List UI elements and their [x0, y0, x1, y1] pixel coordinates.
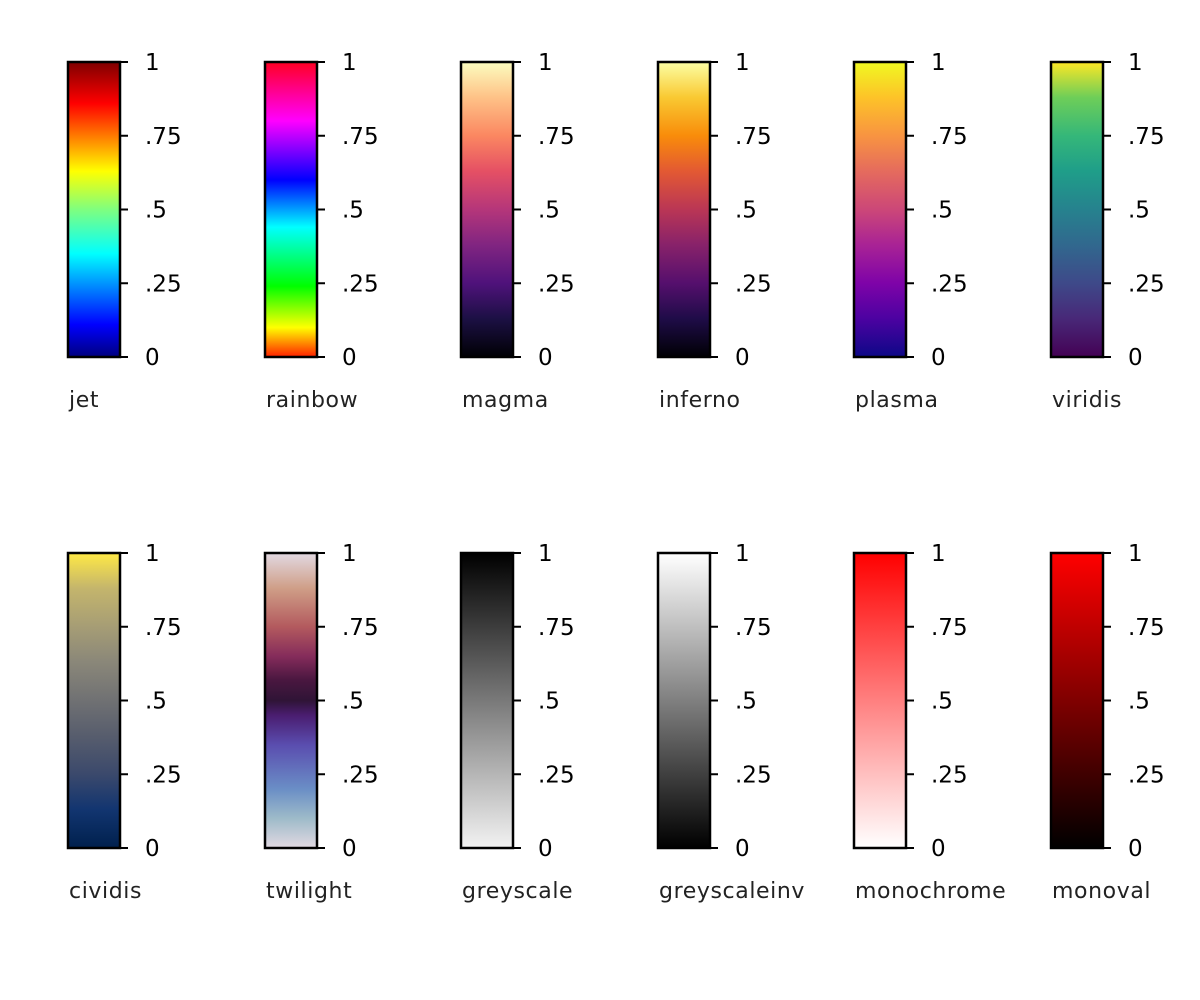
tick-label: .5 — [538, 198, 560, 224]
colormap-name: viridis — [1052, 388, 1122, 413]
tick-label: 0 — [931, 836, 946, 862]
tick-label: .25 — [342, 271, 379, 297]
colormap-name: greyscaleinv — [659, 879, 805, 904]
colorbar-gradient — [854, 553, 906, 848]
colorbar-gradient — [68, 62, 120, 357]
tick-label: .75 — [342, 124, 379, 150]
colormap-name: jet — [68, 388, 99, 413]
colormap-name: greyscale — [462, 879, 573, 904]
tick-label: .5 — [538, 689, 560, 715]
colormap-name: rainbow — [266, 388, 358, 413]
colorbar-monochrome: 0 .25 .5 .75 1 monochrome — [852, 541, 1006, 904]
tick-label: .5 — [342, 198, 364, 224]
colormap-name: twilight — [266, 879, 352, 904]
tick-label: .5 — [145, 689, 167, 715]
tick-label: 0 — [538, 345, 553, 371]
colorbar-gradient — [658, 553, 710, 848]
tick-label: .25 — [931, 271, 968, 297]
colorbar-twilight: 0 .25 .5 .75 1 twilight — [263, 541, 379, 904]
tick-label: .25 — [538, 762, 575, 788]
tick-label: 0 — [931, 345, 946, 371]
colorbar-monoval: 0 .25 .5 .75 1 monoval — [1049, 541, 1165, 904]
tick-label: .75 — [145, 124, 182, 150]
tick-label: .5 — [1128, 689, 1150, 715]
tick-label: 1 — [342, 50, 357, 76]
tick-label: .75 — [1128, 124, 1165, 150]
colorbar-cividis: 0 .25 .5 .75 1 cividis — [66, 541, 182, 904]
colormap-panels: 0 .25 .5 .75 1 jet 0 .25 .5 .75 1 rainbow 0 .25 .5 .75 1… — [66, 50, 1165, 904]
tick-label: 1 — [1128, 541, 1143, 567]
colorbar-viridis: 0 .25 .5 .75 1 viridis — [1049, 50, 1165, 413]
colorbar-magma: 0 .25 .5 .75 1 magma — [459, 50, 575, 413]
colorbar-gradient — [461, 62, 513, 357]
tick-label: 0 — [735, 345, 750, 371]
tick-label: .75 — [931, 124, 968, 150]
tick-label: .75 — [735, 124, 772, 150]
tick-label: .75 — [538, 124, 575, 150]
tick-label: .25 — [145, 762, 182, 788]
tick-label: .25 — [342, 762, 379, 788]
colorbar-gradient — [1051, 62, 1103, 357]
tick-label: 0 — [1128, 836, 1143, 862]
tick-label: .25 — [735, 762, 772, 788]
tick-label: 1 — [145, 50, 160, 76]
colorbar-gradient — [658, 62, 710, 357]
tick-label: .75 — [1128, 615, 1165, 641]
tick-label: .75 — [145, 615, 182, 641]
tick-label: .5 — [735, 689, 757, 715]
tick-label: 1 — [538, 50, 553, 76]
tick-label: .25 — [1128, 762, 1165, 788]
tick-label: .5 — [1128, 198, 1150, 224]
colorbar-gradient — [854, 62, 906, 357]
tick-label: 0 — [1128, 345, 1143, 371]
tick-label: 1 — [931, 541, 946, 567]
tick-label: .5 — [145, 198, 167, 224]
tick-label: 1 — [145, 541, 160, 567]
colorbar-jet: 0 .25 .5 .75 1 jet — [66, 50, 182, 413]
tick-label: 0 — [342, 345, 357, 371]
tick-label: .5 — [931, 689, 953, 715]
tick-label: .5 — [342, 689, 364, 715]
tick-label: 1 — [538, 541, 553, 567]
tick-label: .25 — [735, 271, 772, 297]
tick-label: 1 — [931, 50, 946, 76]
tick-label: 0 — [735, 836, 750, 862]
colorbar-inferno: 0 .25 .5 .75 1 inferno — [656, 50, 772, 413]
tick-label: .5 — [735, 198, 757, 224]
colorbar-gradient — [1051, 553, 1103, 848]
tick-label: 0 — [538, 836, 553, 862]
tick-label: .25 — [931, 762, 968, 788]
colorbar-gradient — [461, 553, 513, 848]
tick-label: 1 — [735, 50, 750, 76]
colormap-name: plasma — [855, 388, 939, 413]
colorbar-plasma: 0 .25 .5 .75 1 plasma — [852, 50, 968, 413]
tick-label: 1 — [342, 541, 357, 567]
tick-label: .25 — [1128, 271, 1165, 297]
colormap-name: magma — [462, 388, 549, 413]
tick-label: .75 — [931, 615, 968, 641]
colormap-name: monoval — [1052, 879, 1151, 904]
tick-label: .75 — [538, 615, 575, 641]
tick-label: 0 — [145, 836, 160, 862]
tick-label: .5 — [931, 198, 953, 224]
colorbar-gradient — [68, 553, 120, 848]
tick-label: 0 — [145, 345, 160, 371]
colorbar-gradient — [265, 553, 317, 848]
tick-label: 0 — [342, 836, 357, 862]
tick-label: .75 — [735, 615, 772, 641]
colormap-name: monochrome — [855, 879, 1006, 904]
colorbar-rainbow: 0 .25 .5 .75 1 rainbow — [263, 50, 379, 413]
tick-label: .25 — [145, 271, 182, 297]
tick-label: 1 — [735, 541, 750, 567]
tick-label: .75 — [342, 615, 379, 641]
tick-label: .25 — [538, 271, 575, 297]
colorbar-greyscaleinv: 0 .25 .5 .75 1 greyscaleinv — [656, 541, 805, 904]
colorbar-greyscale: 0 .25 .5 .75 1 greyscale — [459, 541, 575, 904]
tick-label: 1 — [1128, 50, 1143, 76]
colormap-name: cividis — [69, 879, 142, 904]
colormap-name: inferno — [659, 388, 741, 413]
colorbar-gradient — [265, 62, 317, 357]
